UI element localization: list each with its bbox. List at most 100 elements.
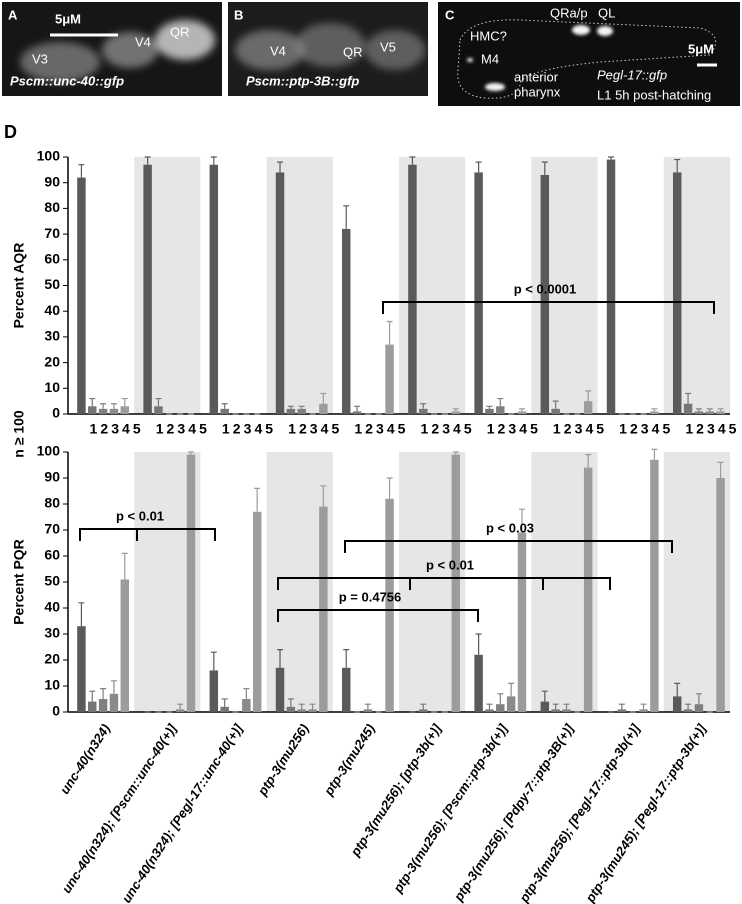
error-bar xyxy=(287,405,294,409)
bar xyxy=(385,498,394,712)
bar xyxy=(496,704,505,712)
error-bar xyxy=(221,403,228,409)
bar xyxy=(551,709,560,712)
position-label: 3 xyxy=(442,421,450,437)
bar xyxy=(485,408,494,414)
error-bar xyxy=(706,408,713,412)
error-bar xyxy=(508,682,515,697)
y-tick-label: 90 xyxy=(44,469,60,485)
error-bar xyxy=(695,408,702,412)
cell-label: anterior xyxy=(514,69,559,84)
x-tick-label: ptp-3(mu245) xyxy=(320,721,378,798)
bar xyxy=(517,411,527,414)
error-bar xyxy=(110,680,117,694)
position-label: 4 xyxy=(718,421,726,437)
x-tick-label: unc-40(n324); [Pegl-17::unc-40(+)] xyxy=(119,721,246,904)
scale-label: 5μM xyxy=(55,11,81,26)
y-tick-label: 10 xyxy=(44,677,60,693)
error-bar xyxy=(497,397,504,407)
bar xyxy=(77,177,86,414)
p-value: p < 0.01 xyxy=(426,557,474,572)
error-bar xyxy=(541,161,548,175)
bar xyxy=(672,172,682,414)
caption: Pscm::ptp-3B::gfp xyxy=(246,73,359,88)
error-bar xyxy=(651,408,658,412)
error-bar xyxy=(121,552,128,580)
bar xyxy=(683,709,693,712)
position-label: 2 xyxy=(299,421,307,437)
bar xyxy=(496,406,505,414)
outline xyxy=(457,19,717,99)
error-bar xyxy=(452,451,459,455)
bar xyxy=(297,408,306,414)
error-bar xyxy=(518,408,525,412)
position-label: 1 xyxy=(421,421,429,437)
error-bar xyxy=(563,703,570,710)
x-tick-label: ptp-3(mu256); [Pdpy-7::ptp-3B(+)] xyxy=(450,721,577,904)
position-label: 4 xyxy=(122,421,130,437)
error-bar xyxy=(287,698,294,707)
bar xyxy=(606,159,616,414)
error-bar xyxy=(343,649,350,668)
error-bar xyxy=(254,487,261,512)
position-label: 1 xyxy=(354,421,362,437)
position-label: 5 xyxy=(331,421,339,437)
position-label: 3 xyxy=(641,421,649,437)
y-tick-label: 60 xyxy=(44,547,60,563)
error-bar xyxy=(541,690,548,702)
bar xyxy=(352,411,362,414)
bar xyxy=(120,579,130,712)
y-tick-label: 0 xyxy=(52,703,60,719)
error-bar xyxy=(685,703,692,710)
x-tick-label: ptp-3(mu245); [Pegl-17::ptp-3b(+)] xyxy=(582,721,709,904)
position-label: 5 xyxy=(398,421,406,437)
error-bar xyxy=(420,703,427,710)
y-tick-label: 90 xyxy=(44,173,60,189)
bar xyxy=(209,670,219,712)
error-bar xyxy=(364,703,371,710)
error-bar xyxy=(475,161,482,173)
cell-label: V4 xyxy=(135,34,151,49)
bar xyxy=(474,172,483,414)
error-bar xyxy=(354,405,361,412)
position-label: 2 xyxy=(431,421,439,437)
cell-label: QR xyxy=(343,44,363,59)
y-tick-label: 20 xyxy=(44,651,60,667)
panel-a: A 5μM V4 QR V3 Pscm::unc-40::gfp xyxy=(2,2,222,96)
error-bar xyxy=(640,703,647,710)
bar xyxy=(319,403,328,414)
position-label: 4 xyxy=(188,421,196,437)
position-label: 3 xyxy=(707,421,715,437)
error-bar xyxy=(685,392,692,404)
bar xyxy=(639,709,648,712)
y-tick-label: 60 xyxy=(44,251,60,267)
error-bar xyxy=(552,703,559,710)
error-bar xyxy=(585,454,592,468)
bar xyxy=(341,228,351,414)
y-axis-title: Percent PQR xyxy=(11,539,27,625)
error-bar xyxy=(518,508,525,533)
bar xyxy=(716,478,725,712)
bar xyxy=(694,411,704,414)
bar xyxy=(77,626,86,712)
bar xyxy=(617,709,627,712)
y-tick-label: 10 xyxy=(44,379,60,395)
position-label: 1 xyxy=(487,421,495,437)
panel-letter: D xyxy=(4,122,17,142)
position-label: 5 xyxy=(729,421,737,437)
error-bar xyxy=(651,448,658,460)
bar xyxy=(716,411,725,414)
position-label: 3 xyxy=(177,421,185,437)
bar xyxy=(694,704,704,712)
panel-c: C QRa/p QL HMC? M4 anterior pharynx 5μM … xyxy=(438,2,740,106)
position-label: 1 xyxy=(685,421,693,437)
cell-label: V3 xyxy=(32,51,48,66)
cell-label: QL xyxy=(598,5,615,20)
error-bar xyxy=(243,688,250,699)
error-bar xyxy=(486,405,493,409)
significance-bracket xyxy=(277,577,611,590)
y-tick-label: 70 xyxy=(44,225,60,241)
cell-label: pharynx xyxy=(514,84,561,99)
error-bar xyxy=(409,156,416,165)
